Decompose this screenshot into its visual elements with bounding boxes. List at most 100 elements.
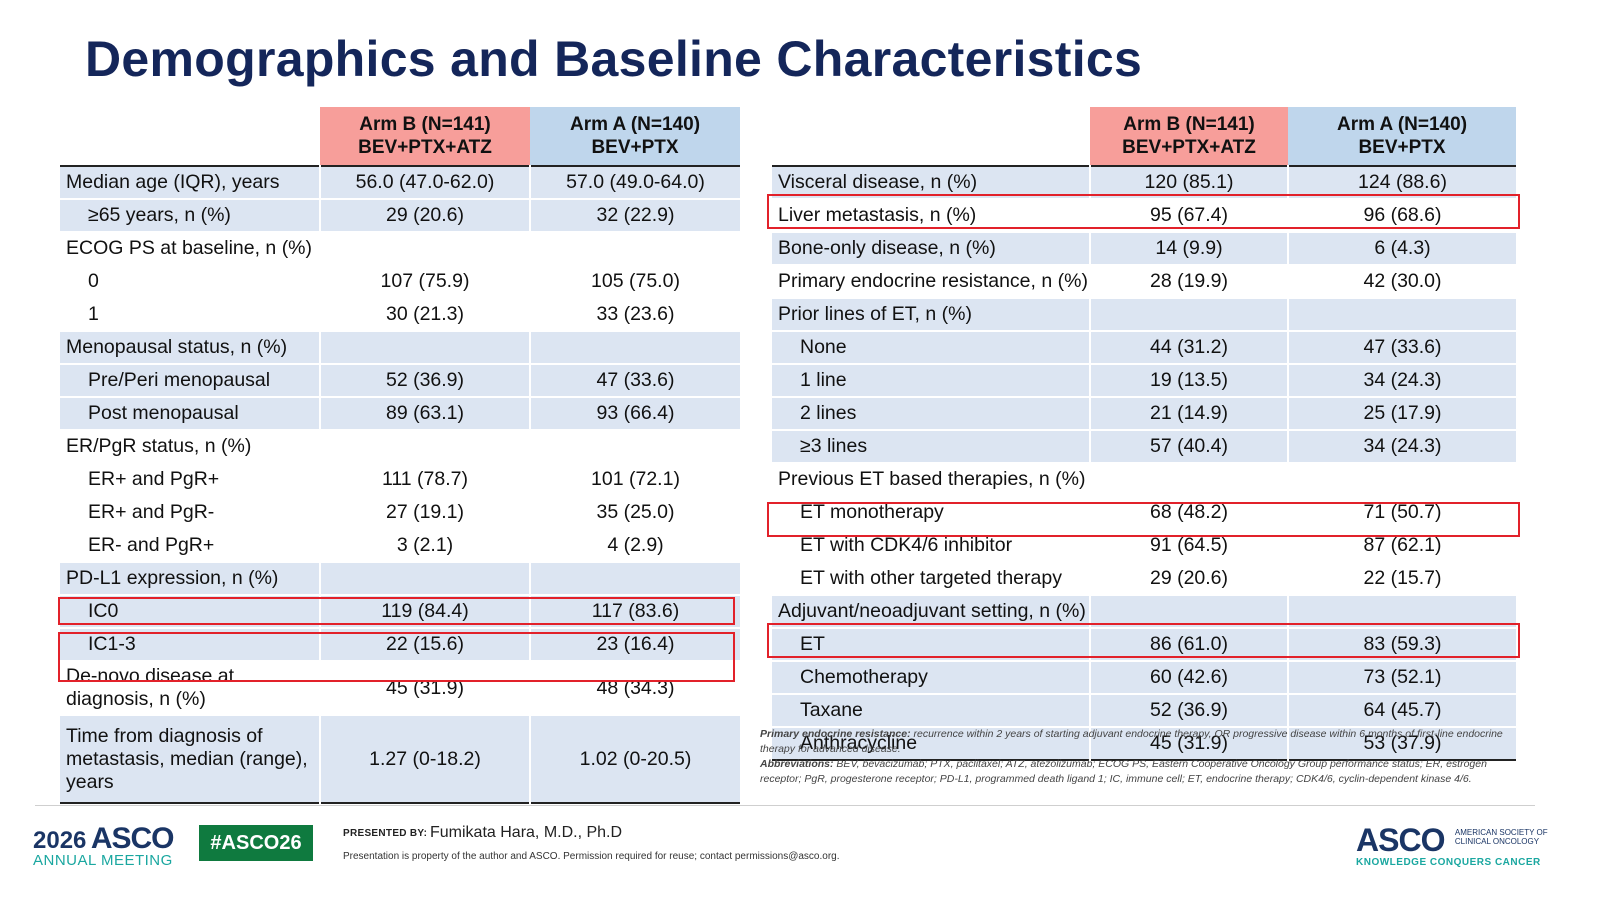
table-row: Prior lines of ET, n (%) (772, 298, 1516, 331)
row-label: ECOG PS at baseline, n (%) (66, 237, 313, 259)
left-characteristics-table: Arm B (N=141) BEV+PTX+ATZ Arm A (N=140) … (60, 107, 740, 804)
highlight-liver-metastasis-row (767, 194, 1520, 229)
arm-b-value: 44 (31.2) (1089, 331, 1288, 364)
property-notice: Presentation is property of the author a… (343, 851, 840, 862)
row-label: None (772, 331, 1090, 364)
header-blank-cell (772, 107, 1090, 166)
right-table-header-row: Arm B (N=141) BEV+PTX+ATZ Arm A (N=140) … (772, 107, 1516, 166)
table-row: Liver metastasis, n (%) 95 (67.4) 96 (68… (772, 199, 1516, 232)
row-label: ET with other targeted therapy (800, 567, 1062, 589)
table-row: Chemotherapy 60 (42.6) 73 (52.1) (772, 661, 1516, 694)
arm-b-value: 19 (13.5) (1089, 364, 1288, 397)
highlight-chemotherapy-row (767, 623, 1520, 658)
table-row: ER+ and PgR+ 111 (78.7) 101 (72.1) (60, 463, 740, 496)
arm-b-value (319, 430, 530, 463)
table-row: 1 line 19 (13.5) 34 (24.3) (772, 364, 1516, 397)
footnote-abbr-text: BEV, bevacizumab; PTX, paclitaxel; ATZ, … (760, 758, 1487, 785)
table-row: Menopausal status, n (%) (60, 331, 740, 364)
meeting-year: 2026 (33, 827, 87, 854)
asco-logo: ASCO AMERICAN SOCIETY OF CLINICAL ONCOLO… (1356, 822, 1548, 868)
arm-b-value: 52 (36.9) (1089, 694, 1288, 727)
arm-b-value: 27 (19.1) (319, 496, 530, 529)
table-row: 2 lines 21 (14.9) 25 (17.9) (772, 397, 1516, 430)
table-row: 0 107 (75.9) 105 (75.0) (60, 265, 740, 298)
table-row: Bone-only disease, n (%) 14 (9.9) 6 (4.3… (772, 232, 1516, 265)
row-label: Chemotherapy (772, 661, 1090, 694)
highlight-ic1-3-row (58, 597, 735, 625)
arm-a-value: 34 (24.3) (1287, 430, 1516, 463)
row-label: Liver metastasis, n (%) (778, 204, 977, 226)
row-label: Anthracycline (772, 727, 1090, 760)
arm-a-value: 48 (34.3) (529, 661, 740, 715)
arm-a-value: 73 (52.1) (1287, 661, 1516, 694)
arm-b-regimen: BEV+PTX+ATZ (358, 137, 492, 158)
arm-b-value (319, 562, 530, 595)
arm-b-value: 52 (36.9) (319, 364, 530, 397)
asco-wordmark: ASCO (1356, 822, 1445, 858)
arm-b-value: 45 (31.9) (319, 661, 530, 715)
arm-b-value: 29 (20.6) (1089, 562, 1288, 595)
row-label: Menopausal status, n (%) (60, 331, 320, 364)
arm-a-value: 105 (75.0) (529, 265, 740, 298)
table-row: Pre/Peri menopausal 52 (36.9) 47 (33.6) (60, 364, 740, 397)
arm-b-header: Arm B (N=141) BEV+PTX+ATZ (1090, 107, 1288, 166)
arm-b-value: 111 (78.7) (319, 463, 530, 496)
table-row: PD-L1 expression, n (%) (60, 562, 740, 595)
arm-a-value: 47 (33.6) (529, 364, 740, 397)
row-label: 1 line (772, 364, 1090, 397)
table-row: Anthracycline 45 (31.9) 53 (37.9) (772, 727, 1516, 760)
presenter-name: Fumikata Hara, M.D., Ph.D (430, 824, 623, 841)
arm-b-title: Arm B (N=141) (1123, 114, 1255, 135)
table-row: 1 30 (21.3) 33 (23.6) (60, 298, 740, 331)
arm-a-value: 101 (72.1) (529, 463, 740, 496)
meeting-name: ANNUAL MEETING (33, 852, 173, 869)
arm-a-value: 71 (50.7) (1287, 496, 1516, 529)
table-row: Adjuvant/neoadjuvant setting, n (%) (772, 595, 1516, 628)
row-label: ER+ and PgR+ (88, 468, 220, 490)
row-label: Visceral disease, n (%) (772, 166, 1090, 199)
row-label: ET with CDK4/6 inhibitor (800, 534, 1013, 556)
arm-b-value: 60 (42.6) (1089, 661, 1288, 694)
arm-b-value: 45 (31.9) (1089, 727, 1288, 760)
arm-a-value (1287, 298, 1516, 331)
arm-b-value: 14 (9.9) (1089, 232, 1288, 265)
table-row: ER/PgR status, n (%) (60, 430, 740, 463)
arm-a-value: 35 (25.0) (529, 496, 740, 529)
society-name: AMERICAN SOCIETY OF CLINICAL ONCOLOGY (1455, 828, 1548, 846)
arm-a-value: 87 (62.1) (1287, 529, 1516, 562)
arm-b-value: 3 (2.1) (319, 529, 530, 562)
footnote-primary-endocrine: Primary endocrine resistance: recurrence… (760, 727, 1520, 757)
row-label: Pre/Peri menopausal (60, 364, 320, 397)
arm-a-value: 42 (30.0) (1287, 265, 1516, 298)
meeting-brand: ASCO (90, 822, 175, 855)
arm-b-value: 68 (48.2) (1089, 496, 1288, 529)
row-label: ≥3 lines (772, 430, 1090, 463)
arm-a-value: 6 (4.3) (1287, 232, 1516, 265)
arm-a-value: 34 (24.3) (1287, 364, 1516, 397)
arm-b-value (1089, 463, 1288, 496)
arm-a-value: 22 (15.7) (1287, 562, 1516, 595)
footer-divider (35, 805, 1535, 806)
arm-b-value: 95 (67.4) (1089, 199, 1288, 232)
table-row: ≥3 lines 57 (40.4) 34 (24.3) (772, 430, 1516, 463)
arm-a-value (529, 232, 740, 265)
table-row: Previous ET based therapies, n (%) (772, 463, 1516, 496)
annual-meeting-wordmark: 2026 ASCO (33, 822, 175, 856)
row-label: ET monotherapy (800, 501, 944, 523)
page-title: Demographics and Baseline Characteristic… (85, 31, 1143, 87)
footnote-abbreviations: Abbreviations: BEV, bevacizumab; PTX, pa… (760, 757, 1520, 787)
arm-a-value: 96 (68.6) (1287, 199, 1516, 232)
arm-a-title: Arm A (N=140) (1336, 114, 1468, 135)
table-row: Taxane 52 (36.9) 64 (45.7) (772, 694, 1516, 727)
row-label: 2 lines (772, 397, 1090, 430)
row-label: ≥65 years, n (%) (60, 199, 320, 232)
arm-a-value (1287, 595, 1516, 628)
arm-b-value (1089, 298, 1288, 331)
table-row: Visceral disease, n (%) 120 (85.1) 124 (… (772, 166, 1516, 199)
footnote-abbr-label: Abbreviations: (760, 758, 834, 770)
arm-b-value (319, 331, 530, 364)
row-label: Taxane (772, 694, 1090, 727)
table-row: ET monotherapy 68 (48.2) 71 (50.7) (772, 496, 1516, 529)
annual-meeting-logo: 2026 ASCO ANNUAL MEETING (33, 822, 175, 869)
highlight-cdk46-row (767, 502, 1520, 537)
